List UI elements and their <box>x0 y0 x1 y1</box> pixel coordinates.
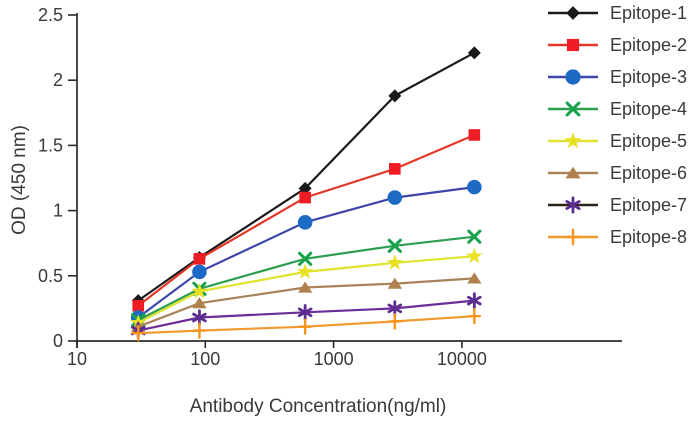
x-tick-label: 10000 <box>437 349 487 369</box>
circle-marker <box>565 69 581 85</box>
xmark-marker <box>387 238 402 253</box>
legend-label: Epitope-5 <box>610 131 687 151</box>
square-marker <box>566 38 580 52</box>
square-marker <box>193 253 206 265</box>
legend-item-epitope-5: Epitope-5 <box>548 131 687 151</box>
legend-item-epitope-1: Epitope-1 <box>548 3 687 23</box>
x-tick-label: 100 <box>190 349 220 369</box>
star-marker <box>296 263 314 279</box>
legend-label: Epitope-3 <box>610 67 687 87</box>
plus-marker <box>298 318 312 335</box>
legend-label: Epitope-2 <box>610 35 687 55</box>
legend-label: Epitope-1 <box>610 3 687 23</box>
legend-label: Epitope-6 <box>610 163 687 183</box>
plus-marker <box>388 313 402 330</box>
y-tick-label: 1.5 <box>38 135 63 155</box>
x-tick-label: 1000 <box>314 349 354 369</box>
legend-item-epitope-3: Epitope-3 <box>548 67 687 87</box>
series-epitope-1 <box>131 46 481 308</box>
xmark-marker <box>298 251 313 266</box>
star-marker <box>564 131 582 149</box>
circle-marker <box>297 215 313 230</box>
diamond-marker <box>467 46 481 60</box>
legend-label: Epitope-8 <box>610 227 687 247</box>
series-epitope-7 <box>130 292 482 339</box>
legend-item-epitope-7: Epitope-7 <box>548 195 687 215</box>
triangle-marker <box>192 297 207 309</box>
y-tick-label: 0 <box>53 331 63 351</box>
diamond-marker <box>298 181 312 195</box>
asterisk-marker <box>297 304 313 321</box>
star-marker <box>466 247 483 264</box>
square-marker <box>389 163 401 175</box>
series-group <box>130 46 483 342</box>
y-tick-label: 0.5 <box>38 266 63 286</box>
asterisk-marker <box>565 196 581 214</box>
circle-marker <box>387 190 403 205</box>
triangle-marker <box>565 166 581 179</box>
triangle-marker <box>387 277 403 289</box>
triangle-marker <box>467 272 482 284</box>
plus-marker <box>131 324 145 342</box>
legend-label: Epitope-4 <box>610 99 687 119</box>
xmark-marker <box>467 229 482 244</box>
asterisk-marker <box>387 300 403 317</box>
circle-marker <box>467 179 482 195</box>
legend-label: Epitope-7 <box>610 195 687 215</box>
star-marker <box>386 254 403 270</box>
circle-marker <box>192 264 207 280</box>
y-axis-title: OD (450 nm) <box>9 125 30 235</box>
legend-item-epitope-4: Epitope-4 <box>548 99 687 119</box>
square-marker <box>468 129 481 141</box>
triangle-marker <box>297 281 313 293</box>
square-marker <box>299 191 311 204</box>
plus-marker <box>467 308 482 325</box>
y-tick-label: 2 <box>53 70 63 90</box>
x-axis-title: Antibody Concentration(ng/ml) <box>190 396 447 417</box>
xmark-marker <box>565 101 581 117</box>
legend: Epitope-1 Epitope-2 Epitope-3 Epitope-4 Epit… <box>548 3 687 247</box>
series-epitope-8 <box>131 308 482 342</box>
plus-marker <box>192 322 207 339</box>
legend-item-epitope-6: Epitope-6 <box>548 163 687 183</box>
y-tick-label: 1 <box>53 201 63 221</box>
series-epitope-2 <box>132 129 481 312</box>
asterisk-marker <box>467 292 482 309</box>
series-line <box>137 51 475 302</box>
y-tick-label: 2.5 <box>38 5 63 25</box>
plus-marker <box>566 228 580 246</box>
star-marker <box>191 282 208 299</box>
legend-item-epitope-2: Epitope-2 <box>548 35 687 55</box>
square-marker <box>132 299 145 312</box>
x-tick-label: 10 <box>67 349 87 369</box>
axes: 10 100 1000 10000 0 0.5 1 1.5 2 2.5 <box>38 5 622 369</box>
diamond-marker <box>566 6 580 20</box>
diamond-marker <box>388 89 402 103</box>
asterisk-marker <box>192 309 207 326</box>
legend-item-epitope-8: Epitope-8 <box>548 227 687 247</box>
